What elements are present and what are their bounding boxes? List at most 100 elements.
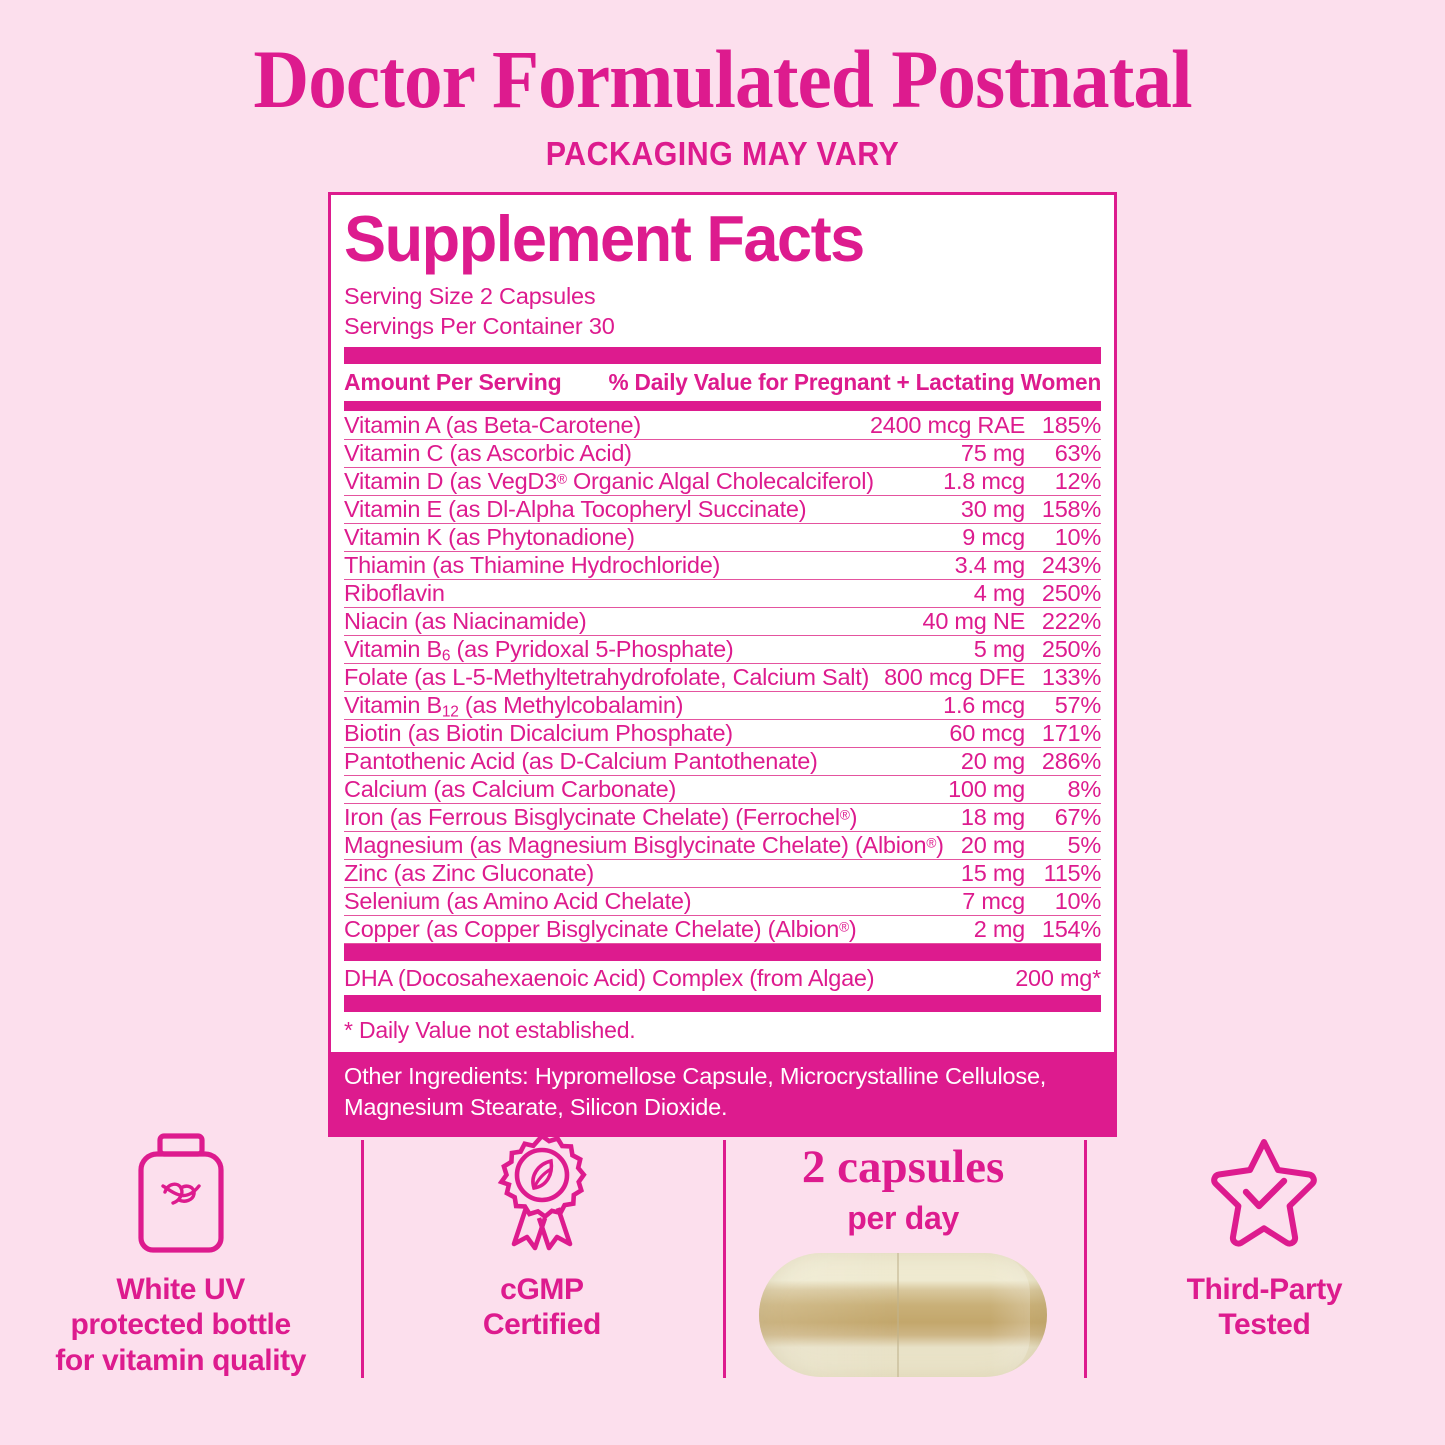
feature-label: Third-Party Tested — [1186, 1273, 1343, 1342]
nutrient-amount: 20 mg — [960, 832, 1025, 859]
nutrient-name: Thiamin (as Thiamine Hydrochloride) — [344, 552, 721, 579]
capsule-count-subhead: per day — [847, 1200, 959, 1236]
nutrient-name: Biotin (as Biotin Dicalcium Phosphate) — [344, 720, 733, 747]
supplement-facts-title: Supplement Facts — [344, 202, 865, 275]
nutrient-name: Pantothenic Acid (as D-Calcium Pantothen… — [344, 748, 818, 775]
feature-label: cGMP Certified — [482, 1273, 601, 1342]
capsule-image — [759, 1253, 1048, 1377]
nutrient-daily-value: 67% — [1054, 804, 1102, 831]
nutrient-name: Vitamin B12 (as Methylcobalamin) — [344, 692, 684, 721]
table-row: Pantothenic Acid (as D-Calcium Pantothen… — [344, 748, 1101, 777]
nutrient-name: DHA (Docosahexaenoic Acid) Complex (from… — [344, 965, 875, 992]
serving-size: Serving Size 2 Capsules — [344, 282, 596, 309]
nutrient-name: Vitamin A (as Beta-Carotene) — [344, 412, 641, 439]
supplement-facts-panel: Supplement Facts Serving Size 2 Capsules… — [328, 192, 1117, 1138]
table-row: Folate (as L-5-Methyltetrahydrofolate, C… — [344, 664, 1101, 693]
serving-info: Serving Size 2 Capsules Servings Per Con… — [344, 281, 1101, 348]
nutrient-amount: 7 mcg — [962, 888, 1025, 915]
nutrient-amount: 30 mg — [960, 496, 1025, 523]
feature-capsules-per-day: 2 capsules per day — [722, 1128, 1084, 1428]
feature-third-party-tested: Third-Party Tested — [1083, 1128, 1445, 1428]
capsule-count-headline: 2 capsules — [801, 1141, 1005, 1193]
nutrient-amount: 40 mg NE — [922, 608, 1026, 635]
nutrient-name: Riboflavin — [344, 580, 445, 607]
nutrient-daily-value: 63% — [1054, 440, 1102, 467]
nutrient-daily-value: 115% — [1043, 860, 1102, 887]
nutrient-table: Vitamin A (as Beta-Carotene) 2400 mcg RAE… — [344, 411, 1102, 945]
feature-cgmp-certified: cGMP Certified — [361, 1128, 722, 1428]
dha-band-top — [344, 944, 1101, 962]
nutrient-name: Copper (as Copper Bisglycinate Chelate) … — [344, 916, 857, 943]
certified-badge-icon — [486, 1128, 598, 1260]
table-row: Copper (as Copper Bisglycinate Chelate) … — [344, 916, 1101, 945]
header-band-bottom — [344, 401, 1101, 412]
table-row: Vitamin B12 (as Methylcobalamin) 1.6 mcg 5… — [344, 692, 1102, 721]
column-header-daily-value: % Daily Value for Pregnant + Lactating W… — [608, 369, 1101, 396]
nutrient-daily-value: 250% — [1041, 636, 1101, 663]
nutrient-daily-value: 133% — [1041, 664, 1101, 691]
nutrient-amount: 800 mcg DFE — [884, 664, 1025, 691]
nutrient-amount: 5 mg — [973, 636, 1026, 663]
nutrient-name: Magnesium (as Magnesium Bisglycinate Che… — [344, 832, 944, 859]
table-row: Vitamin D (as VegD3® Organic Algal Chole… — [344, 468, 1101, 497]
nutrient-daily-value: 250% — [1041, 580, 1101, 607]
nutrient-amount: 1.8 mcg — [943, 468, 1025, 495]
table-row: Riboflavin 4 mg 250% — [344, 580, 1101, 609]
nutrient-name: Selenium (as Amino Acid Chelate) — [344, 888, 692, 915]
daily-value-footnote: * Daily Value not established. — [344, 1017, 636, 1044]
table-row: Vitamin A (as Beta-Carotene) 2400 mcg RAE… — [344, 412, 1101, 441]
nutrient-daily-value: 154% — [1041, 916, 1101, 943]
nutrient-name: Vitamin K (as Phytonadione) — [344, 524, 635, 551]
table-row: Zinc (as Zinc Gluconate) 15 mg 115% — [344, 860, 1102, 889]
nutrient-daily-value: 243% — [1041, 552, 1101, 579]
table-row: Biotin (as Biotin Dicalcium Phosphate) 60… — [344, 720, 1101, 749]
table-column-headers: Amount Per Serving % Daily Value for Pre… — [344, 364, 1101, 401]
nutrient-amount: 60 mcg — [949, 720, 1025, 747]
bottle-icon — [125, 1128, 237, 1260]
nutrient-amount: 20 mg — [960, 748, 1025, 775]
page-subtitle: PACKAGING MAY VARY — [545, 135, 900, 172]
nutrient-daily-value: 10% — [1054, 524, 1102, 551]
nutrient-name: Iron (as Ferrous Bisglycinate Chelate) (… — [344, 804, 858, 831]
nutrient-amount: 15 mg — [960, 860, 1025, 887]
feature-label: White UV protected bottle for vitamin qual… — [55, 1273, 307, 1377]
table-row: Iron (as Ferrous Bisglycinate Chelate) (… — [344, 804, 1102, 833]
servings-per-container: Servings Per Container 30 — [344, 312, 615, 339]
nutrient-daily-value: 8% — [1067, 776, 1102, 803]
feature-strip: White UV protected bottle for vitamin qual… — [0, 1128, 1445, 1428]
nutrient-amount: 75 mg — [960, 440, 1025, 467]
table-row-dha: DHA (Docosahexaenoic Acid) Complex (from… — [344, 961, 1101, 995]
nutrient-daily-value: 286% — [1041, 748, 1101, 775]
dha-band-bottom — [344, 995, 1101, 1013]
nutrient-daily-value: 222% — [1041, 608, 1101, 635]
star-check-icon — [1202, 1128, 1326, 1260]
nutrient-amount: 9 mcg — [962, 524, 1025, 551]
nutrient-name: Vitamin E (as Dl-Alpha Tocopheryl Succin… — [344, 496, 807, 523]
nutrient-amount: 4 mg — [973, 580, 1026, 607]
nutrient-name: Zinc (as Zinc Gluconate) — [344, 860, 594, 887]
column-header-amount: Amount Per Serving — [344, 369, 562, 396]
nutrient-amount: 1.6 mcg — [943, 692, 1025, 719]
table-row: Vitamin B6 (as Pyridoxal 5-Phosphate) 5 m… — [344, 636, 1101, 665]
table-row: Selenium (as Amino Acid Chelate) 7 mcg 10% — [344, 888, 1102, 917]
nutrient-amount: 2 mg — [973, 916, 1026, 943]
other-ingredients: Other Ingredients: Hypromellose Capsule,… — [331, 1052, 1114, 1135]
nutrient-name: Vitamin C (as Ascorbic Acid) — [344, 440, 632, 467]
nutrient-daily-value: 185% — [1041, 412, 1101, 439]
nutrient-daily-value: 171% — [1041, 720, 1101, 747]
nutrient-name: Folate (as L-5-Methyltetrahydrofolate, C… — [344, 664, 870, 691]
nutrient-name: Niacin (as Niacinamide) — [344, 608, 587, 635]
feature-white-uv-bottle: White UV protected bottle for vitamin qual… — [0, 1128, 361, 1428]
table-row: Vitamin C (as Ascorbic Acid) 75 mg 63% — [344, 440, 1102, 469]
table-row: Vitamin E (as Dl-Alpha Tocopheryl Succin… — [344, 496, 1101, 525]
page-title: Doctor Formulated Postnatal — [253, 33, 1192, 125]
nutrient-daily-value: 10% — [1054, 888, 1102, 915]
nutrient-name: Vitamin B6 (as Pyridoxal 5-Phosphate) — [344, 636, 734, 665]
nutrient-daily-value: 57% — [1054, 692, 1102, 719]
nutrient-amount: 2400 mcg RAE — [869, 412, 1025, 439]
nutrient-amount: 200 mg* — [1015, 965, 1101, 992]
table-row: Magnesium (as Magnesium Bisglycinate Che… — [344, 832, 1102, 861]
nutrient-daily-value: 5% — [1067, 832, 1102, 859]
nutrient-amount: 100 mg — [948, 776, 1025, 803]
table-row: Niacin (as Niacinamide) 40 mg NE 222% — [344, 608, 1101, 637]
